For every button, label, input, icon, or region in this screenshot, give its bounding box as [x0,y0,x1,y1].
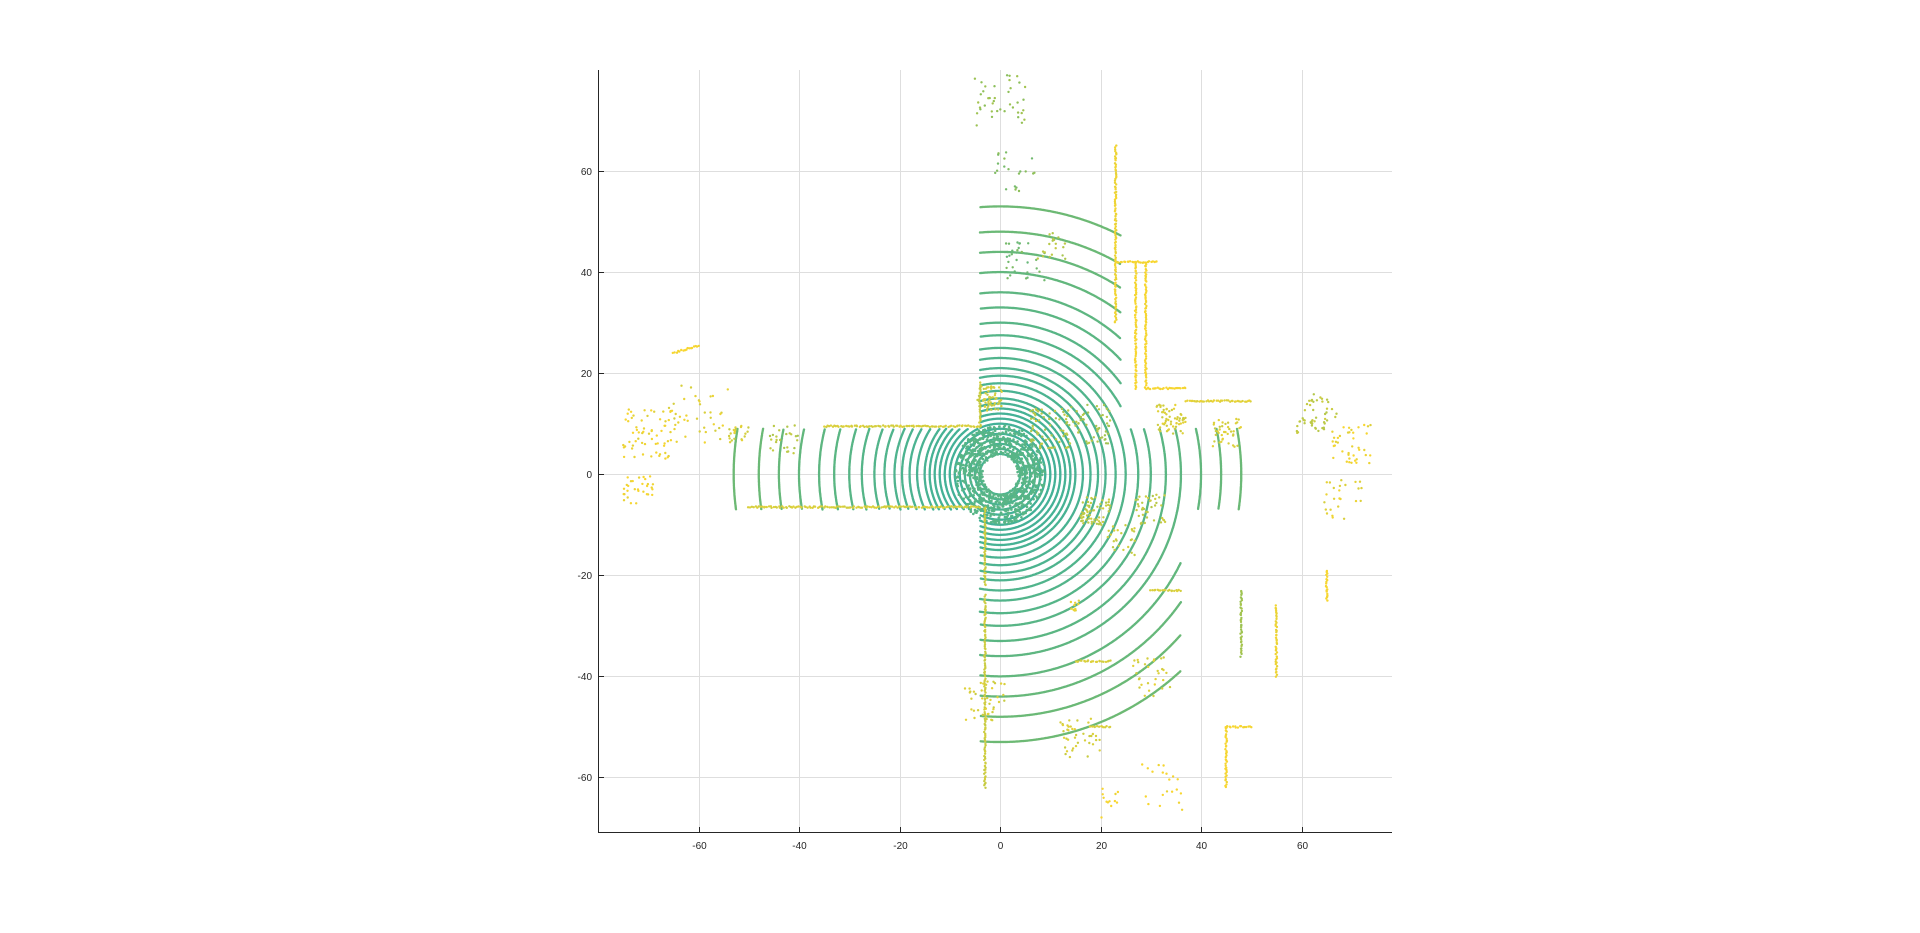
scan-ring-point [907,507,910,510]
scan-ring-point [1089,473,1092,476]
scan-ring-point [888,507,891,510]
scan-ring-point [1096,473,1100,476]
point-cloud [622,74,1372,819]
scan-ring-point [1074,473,1077,477]
scan-ring-point [1069,474,1072,477]
scan-ring-point [1104,473,1107,476]
scan-ring-point [949,508,953,511]
scan-ring-point [1049,473,1052,476]
scan-ring-point [978,376,982,379]
scan-ring-point [923,508,926,511]
grid-lines [598,70,1392,833]
scan-ring-point [978,358,982,361]
scan-ring-point [1059,473,1062,476]
scan-ring-point [1064,474,1067,477]
scan-ring-point [1044,473,1047,476]
scan-ring-point [899,508,902,511]
scan-ring-point [937,508,941,511]
scan-ring-point [1054,473,1057,476]
scan-ring-point [1081,473,1085,477]
scan-ring-point [932,508,935,511]
scan-ring-point [979,368,982,372]
